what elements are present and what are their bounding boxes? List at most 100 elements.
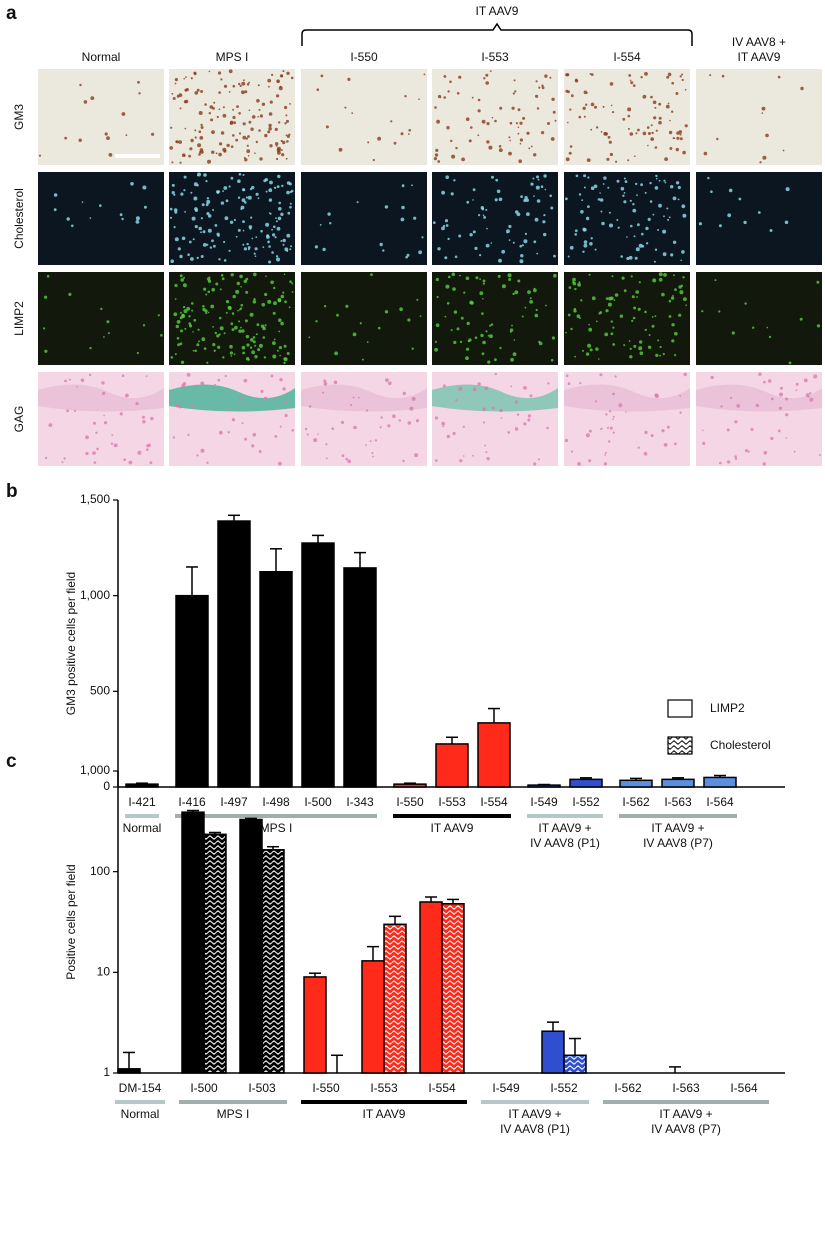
cell <box>668 216 671 219</box>
cell <box>552 110 556 114</box>
cell <box>123 458 126 462</box>
cell <box>200 381 205 386</box>
cell <box>441 226 445 231</box>
cell <box>520 195 523 199</box>
cell <box>238 396 242 400</box>
cell <box>288 133 291 136</box>
cell <box>517 126 520 129</box>
cell <box>564 438 569 443</box>
cell <box>478 214 481 217</box>
cell <box>178 405 182 409</box>
cell <box>762 462 766 466</box>
cell <box>734 420 738 424</box>
cell <box>268 260 272 264</box>
cell <box>647 144 649 147</box>
cell <box>253 298 256 301</box>
cell <box>238 329 242 333</box>
cell <box>323 305 327 308</box>
cell <box>228 407 231 410</box>
cell <box>633 306 637 310</box>
cell <box>205 203 209 207</box>
cell <box>494 358 497 362</box>
cell <box>768 335 772 339</box>
cell <box>304 427 308 431</box>
cell <box>635 290 639 294</box>
cell <box>71 224 74 228</box>
cell <box>246 149 251 154</box>
cell <box>651 324 655 328</box>
cell <box>610 320 613 323</box>
cell <box>679 75 682 78</box>
cell <box>647 217 651 221</box>
cell <box>482 214 485 216</box>
cell <box>598 358 600 360</box>
cell <box>275 142 279 146</box>
cell <box>507 431 511 434</box>
cell <box>667 218 670 221</box>
cell <box>179 254 183 259</box>
cell <box>207 228 212 233</box>
cell <box>581 199 584 202</box>
cell <box>681 78 684 82</box>
cell <box>409 406 414 411</box>
cell <box>543 232 547 237</box>
y-tick-label: 10 <box>97 965 111 979</box>
cell <box>608 410 612 413</box>
cell <box>565 374 569 378</box>
cell <box>449 80 452 84</box>
cell <box>651 316 654 318</box>
cell <box>673 137 676 139</box>
cell <box>374 439 378 442</box>
cell <box>279 354 281 357</box>
cell <box>226 143 230 148</box>
cell <box>444 219 449 223</box>
cell <box>623 177 626 180</box>
cell <box>587 176 590 179</box>
cell <box>517 108 521 112</box>
cell <box>468 338 472 342</box>
cell <box>183 309 188 314</box>
cell <box>629 355 633 359</box>
cell <box>450 329 453 332</box>
cell <box>232 134 235 137</box>
cell <box>588 429 592 433</box>
cell <box>235 289 240 294</box>
cell <box>283 361 286 365</box>
cell <box>44 349 48 353</box>
cell <box>465 117 470 121</box>
cell <box>621 276 625 280</box>
panel-label: a <box>6 3 17 24</box>
cell <box>276 157 279 161</box>
cell <box>679 395 682 397</box>
cell <box>282 243 285 246</box>
cell <box>347 459 351 464</box>
cell <box>658 272 663 277</box>
cell <box>68 292 72 296</box>
cell <box>535 185 540 190</box>
cell <box>190 138 194 143</box>
cell <box>608 140 612 144</box>
cell <box>633 235 636 238</box>
cell <box>610 104 613 107</box>
cell <box>237 228 241 232</box>
cell <box>211 287 215 292</box>
bar <box>181 811 205 1074</box>
y-tick-label: 100 <box>90 864 110 878</box>
cell <box>646 126 650 129</box>
cell <box>658 102 662 106</box>
cell <box>583 228 587 232</box>
cell <box>267 130 271 134</box>
cell <box>371 452 374 454</box>
cell <box>485 451 488 454</box>
cell <box>238 320 241 323</box>
cell <box>623 344 626 347</box>
cell <box>85 435 89 440</box>
cell <box>249 227 252 230</box>
cell <box>481 207 485 211</box>
cell <box>651 131 654 135</box>
cell <box>169 146 173 150</box>
cell <box>677 185 681 190</box>
cell <box>320 74 324 78</box>
cell <box>482 340 486 345</box>
cell <box>286 119 289 123</box>
